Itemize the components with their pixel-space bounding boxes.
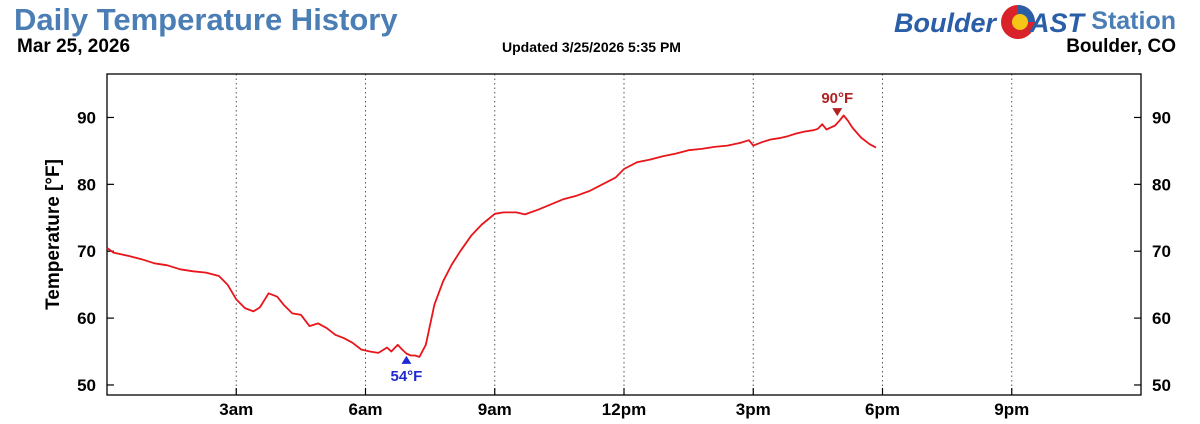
temperature-series-line [106,114,877,358]
y-tick-label-left-80: 80 [77,175,96,194]
x-tick-label-6pm: 6pm [865,400,900,419]
x-tick-label-3pm: 3pm [736,400,771,419]
y-tick-label-left-60: 60 [77,309,96,328]
colorado-c-icon [1001,5,1035,39]
y-tick-label-right-90: 90 [1152,108,1171,127]
brand-text-right: AST [1030,8,1084,38]
x-tick-label-12pm: 12pm [602,400,646,419]
brand-text-left: Boulder [894,8,997,38]
y-axis-left: 50 60 70 80 90 [77,108,114,395]
y-tick-label-right-70: 70 [1152,242,1171,261]
plot-frame [106,73,1142,396]
x-tick-label-9pm: 9pm [994,400,1029,419]
chart-grid [235,74,1013,395]
station-location: Boulder, CO [1066,36,1176,57]
y-axis-right: 50 60 70 80 90 [1134,108,1171,395]
x-tick-label-9am: 9am [478,400,512,419]
y-tick-label-left-50: 50 [77,376,96,395]
max-marker [832,108,843,117]
annotations: 90°F 54°F [390,90,853,385]
y-tick-label-left-70: 70 [77,242,96,261]
y-tick-label-right-50: 50 [1152,376,1171,395]
y-tick-label-right-60: 60 [1152,309,1171,328]
x-axis: 3am 6am 9am 12pm 3pm 6pm 9pm [219,388,1029,419]
x-tick-label-3am: 3am [219,400,253,419]
max-label: 90°F [821,90,853,107]
page-title: Daily Temperature History [14,2,398,37]
min-marker [401,355,412,364]
y-tick-label-left-90: 90 [77,108,96,127]
min-label: 54°F [390,368,422,385]
report-date: Mar 25, 2026 [17,36,131,57]
y-tick-label-right-80: 80 [1152,175,1171,194]
x-tick-label-6am: 6am [348,400,382,419]
station-label: Station [1091,7,1176,35]
updated-timestamp: Updated 3/25/2026 5:35 PM [502,39,681,55]
y-axis-label: Temperature [°F] [43,159,64,310]
